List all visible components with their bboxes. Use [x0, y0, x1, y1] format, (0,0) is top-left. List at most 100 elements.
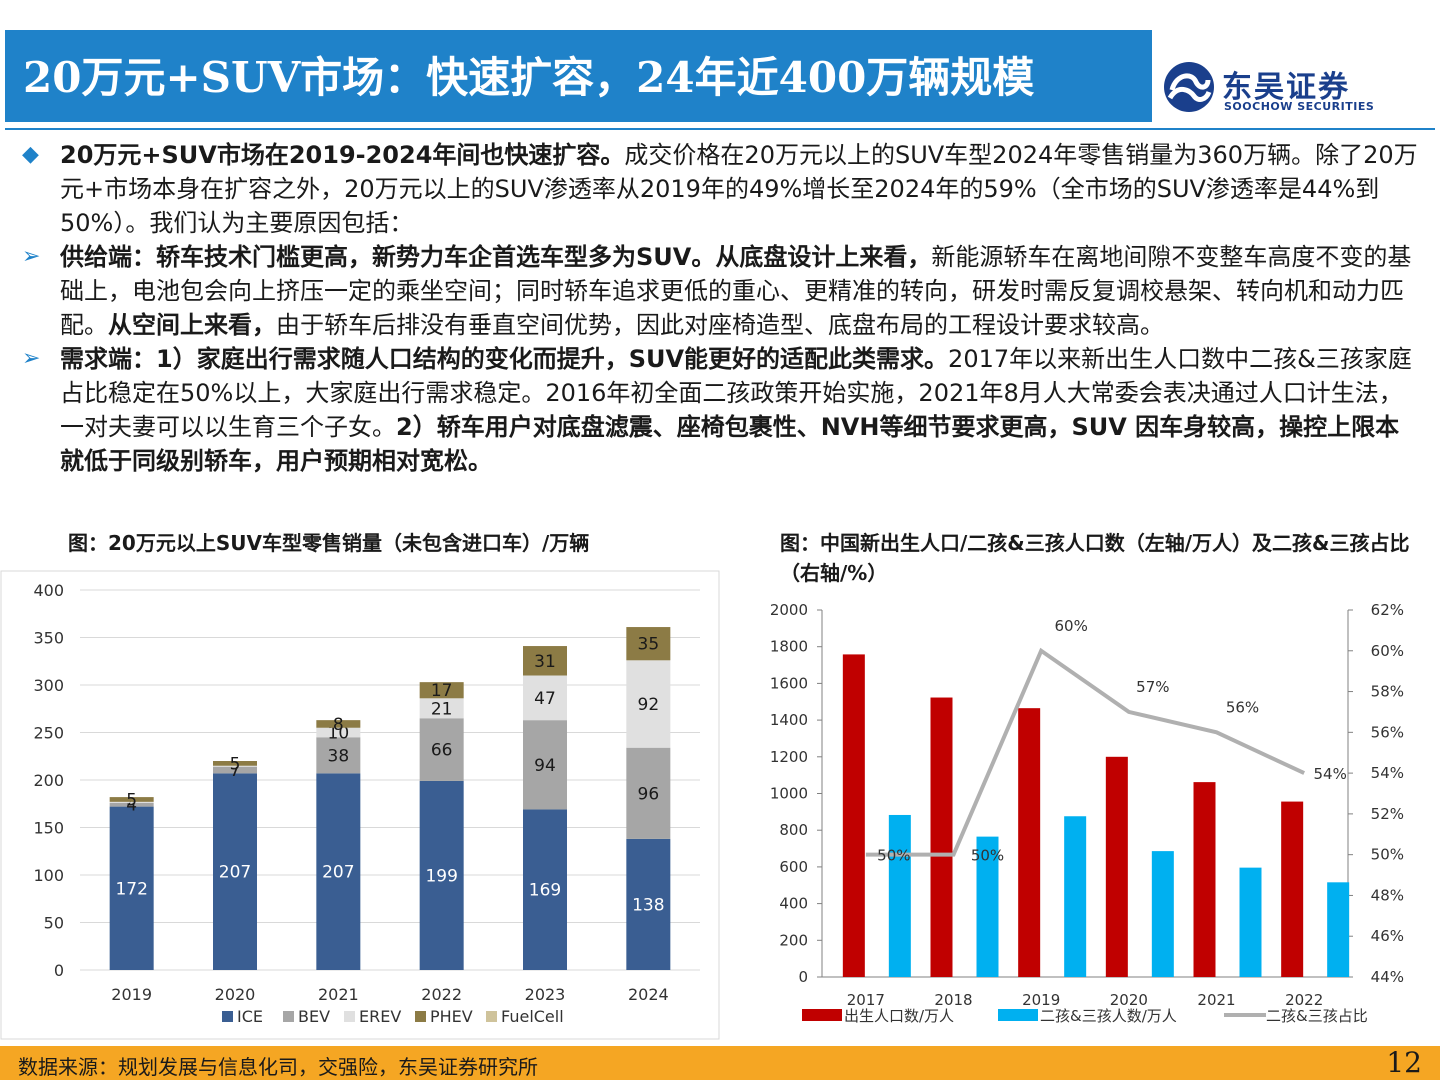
- paragraph-3-text: 2017年以来新出生人口数中二孩&三孩家庭占比稳定在50%以上，大家庭出行需求稳…: [60, 345, 1412, 441]
- chart1-bar-bev: [109, 802, 154, 807]
- chart1-data-label: 169: [529, 881, 561, 901]
- chart1-data-label: 4: [126, 796, 137, 816]
- chart1-x-tick: 2023: [525, 985, 566, 1004]
- chart2-y-tick: 1600: [770, 674, 808, 692]
- chart2-y2-tick: 44%: [1371, 968, 1404, 986]
- chart2-x-tick: 2019: [1022, 991, 1060, 1009]
- chart1-legend-swatch: [222, 1011, 233, 1022]
- chart1-bar-ice: [523, 809, 567, 970]
- diamond-bullet-icon: ◆: [22, 142, 39, 167]
- chart2-bar-births: [930, 697, 953, 977]
- chart1-bar-phev: [626, 627, 671, 661]
- chart1-data-label: 199: [425, 866, 457, 886]
- chart1-bar-phev: [523, 646, 567, 676]
- paragraph-2: ➢ 供给端：轿车技术门槛更高，新势力车企首选车型多为SUV。从底盘设计上来看，新…: [20, 240, 1420, 342]
- chart1-bar-phev: [109, 797, 154, 802]
- chart1-data-label: 138: [632, 895, 664, 915]
- arrow-bullet-icon: ➢: [22, 346, 41, 371]
- chart1-data-label: 92: [638, 695, 660, 715]
- chart1-data-label: 21: [431, 699, 453, 719]
- chart1-data-label: 7: [230, 761, 241, 781]
- chart2-bar-second-third-child: [976, 836, 999, 977]
- chart1-data-label: 5: [126, 790, 137, 810]
- arrow-bullet-icon: ➢: [22, 244, 41, 269]
- chart1-data-label: 47: [534, 689, 556, 709]
- chart1-bar-ice: [316, 773, 361, 970]
- chart2-legend-label: 二孩&三孩人数/万人: [1040, 1007, 1177, 1025]
- chart2-bar-births: [1193, 782, 1216, 977]
- chart1-y-tick: 150: [33, 819, 64, 838]
- data-source: 数据来源：规划发展与信息化司，交强险，东吴证券研究所: [18, 1055, 538, 1079]
- chart1-y-tick: 100: [33, 866, 64, 885]
- chart1-bar-phev: [213, 761, 257, 766]
- chart1-bar-ice: [419, 780, 464, 970]
- logo-text-en: SOOCHOW SECURITIES: [1224, 100, 1375, 113]
- chart1-legend-swatch: [344, 1011, 355, 1022]
- chart1-legend-swatch: [415, 1011, 426, 1022]
- chart2-x-tick: 2018: [934, 991, 972, 1009]
- chart2-y-tick: 2000: [770, 601, 808, 619]
- chart1-x-tick: 2020: [215, 985, 256, 1004]
- chart2-bar-births: [1281, 801, 1304, 977]
- chart2-bar-second-third-child: [1239, 867, 1262, 977]
- chart1-x-tick: 2022: [421, 985, 462, 1004]
- chart2-y2-tick: 48%: [1371, 886, 1404, 904]
- paragraph-2-text: 新能源轿车在离地间隙不变整车高度不变的基础上，电池包会向上挤压一定的乘坐空间；同…: [60, 243, 1412, 339]
- chart2-y-tick: 0: [798, 968, 808, 986]
- suv-sales-chart: 0501001502002503003504001724520192077520…: [0, 570, 720, 1040]
- chart2-x-tick: 2017: [847, 991, 885, 1009]
- chart2-line-label: 54%: [1313, 765, 1346, 783]
- company-logo: 东吴证券 SOOCHOW SECURITIES: [1162, 60, 1375, 116]
- chart2-title: 图：中国新出生人口/二孩&三孩人口数（左轴/万人）及二孩&三孩占比（右轴/%）: [780, 531, 1410, 585]
- chart2-bar-second-third-child: [1327, 882, 1350, 977]
- chart2-y2-tick: 50%: [1371, 846, 1404, 864]
- chart1-bar-erev: [213, 765, 257, 767]
- chart1-bar-erev: [316, 727, 361, 738]
- paragraph-3-lead-2: 2）轿车用户对底盘滤震、座椅包裹性、NVH等细节要求更高，SUV 因车身较高，操…: [60, 413, 1400, 475]
- chart2-y-tick: 600: [779, 858, 808, 876]
- title-bar: 20万元+SUV市场：快速扩容，24年近400万辆规模: [5, 30, 1152, 122]
- chart2-line-label: 50%: [971, 847, 1004, 865]
- chart2-line-label: 57%: [1136, 678, 1169, 696]
- chart1-bar-bev: [213, 766, 257, 774]
- chart1-y-tick: 200: [33, 771, 64, 790]
- footer: 数据来源：规划发展与信息化司，交强险，东吴证券研究所 12: [0, 1046, 1440, 1080]
- chart2-x-tick: 2021: [1197, 991, 1235, 1009]
- chart2-x-tick: 2020: [1110, 991, 1148, 1009]
- chart2-bar-second-third-child: [1151, 851, 1174, 977]
- chart1-bar-erev: [109, 801, 154, 803]
- paragraph-1-lead: 20万元+SUV市场在2019-2024年间也快速扩容。: [60, 141, 625, 169]
- chart1-bar-erev: [419, 698, 464, 719]
- chart1-y-tick: 350: [33, 629, 64, 648]
- chart1-data-label: 38: [328, 746, 350, 766]
- chart2-y2-tick: 60%: [1371, 642, 1404, 660]
- chart1-x-tick: 2024: [628, 985, 669, 1004]
- chart1-x-tick: 2019: [111, 985, 152, 1004]
- chart2-bar-births: [1018, 708, 1041, 977]
- chart2-x-tick: 2022: [1285, 991, 1323, 1009]
- chart1-legend-label: BEV: [298, 1007, 330, 1026]
- chart1-data-label: 96: [638, 784, 660, 804]
- paragraph-2-lead-2: 从空间上来看，: [108, 311, 276, 339]
- body-text: ◆ 20万元+SUV市场在2019-2024年间也快速扩容。成交价格在20万元以…: [20, 138, 1420, 478]
- chart1-bar-ice: [213, 773, 257, 970]
- chart1-bar-bev: [523, 720, 567, 810]
- chart2-y-tick: 1400: [770, 711, 808, 729]
- chart2-y2-tick: 62%: [1371, 601, 1404, 619]
- chart1-bar-erev: [523, 675, 567, 721]
- chart1-legend-swatch: [283, 1011, 294, 1022]
- chart2-bar-births: [1105, 756, 1128, 977]
- title-divider: [5, 128, 1435, 130]
- chart2-y2-tick: 54%: [1371, 764, 1404, 782]
- chart2-line-label: 50%: [877, 847, 910, 865]
- chart1-frame: [0, 570, 720, 1040]
- chart1-data-label: 8: [333, 715, 344, 735]
- chart1-y-tick: 250: [33, 724, 64, 743]
- chart1-bar-erev: [626, 660, 671, 748]
- chart2-bar-second-third-child: [888, 814, 911, 977]
- chart1-y-tick: 300: [33, 676, 64, 695]
- chart1-bar-bev: [419, 718, 464, 781]
- chart1-y-tick: 0: [54, 961, 64, 980]
- soochow-logo-icon: [1164, 62, 1214, 112]
- logo-text-cn: 东吴证券: [1222, 70, 1350, 105]
